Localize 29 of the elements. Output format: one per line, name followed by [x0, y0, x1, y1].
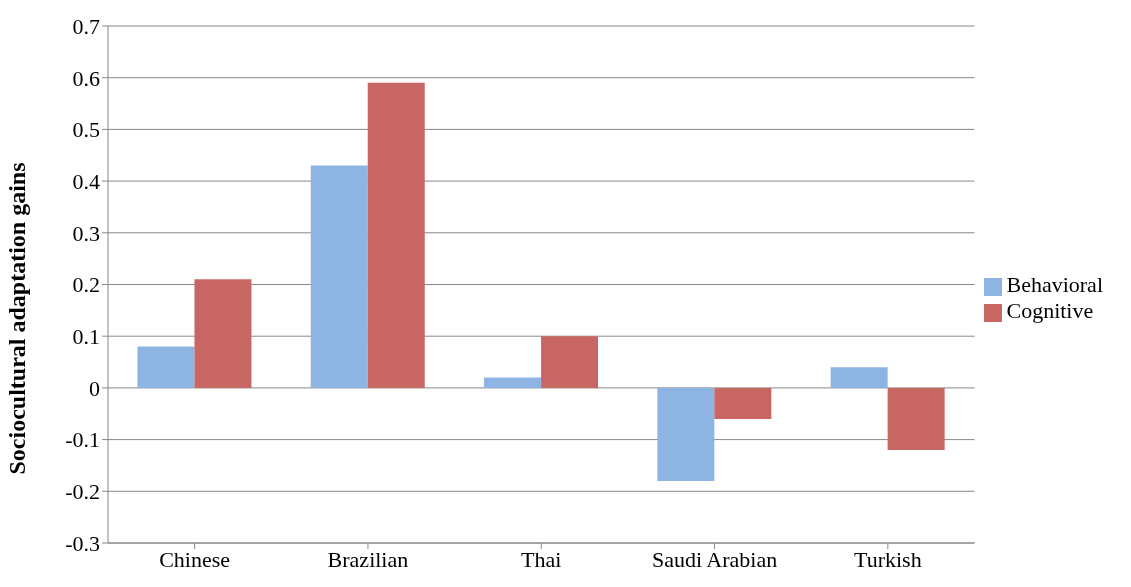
- y-tick-label: 0.1: [72, 324, 100, 350]
- legend-label: Cognitive: [1006, 298, 1094, 323]
- bar: [887, 387, 945, 450]
- y-tick-label: 0.3: [72, 220, 100, 246]
- bar: [367, 82, 425, 388]
- bar: [830, 367, 888, 388]
- bar: [714, 387, 772, 419]
- y-tick-label: 0: [89, 375, 100, 401]
- y-tick-label: -0.2: [65, 479, 100, 505]
- bar: [541, 336, 599, 388]
- x-tick-label: Brazilian: [327, 546, 409, 572]
- bar: [137, 346, 195, 388]
- y-tick-label: 0.7: [72, 13, 100, 39]
- bar: [310, 165, 368, 388]
- bar: [194, 279, 252, 388]
- bar: [484, 377, 542, 388]
- y-tick-label: -0.1: [65, 427, 100, 453]
- x-tick-label: Turkish: [853, 546, 922, 572]
- x-tick-label: Thai: [521, 546, 562, 572]
- y-tick-label: 0.6: [72, 65, 100, 91]
- y-tick-label: -0.3: [65, 530, 100, 556]
- x-tick-label: Chinese: [159, 546, 231, 572]
- x-tick-label: Saudi Arabian: [651, 546, 778, 572]
- y-tick-label: 0.2: [72, 272, 100, 298]
- y-axis-title: Sociocultural adaptation gains: [3, 162, 30, 475]
- legend-label: Behavioral: [1006, 272, 1103, 297]
- bar: [657, 387, 715, 481]
- y-tick-label: 0.4: [72, 168, 100, 194]
- y-tick-label: 0.5: [72, 117, 100, 143]
